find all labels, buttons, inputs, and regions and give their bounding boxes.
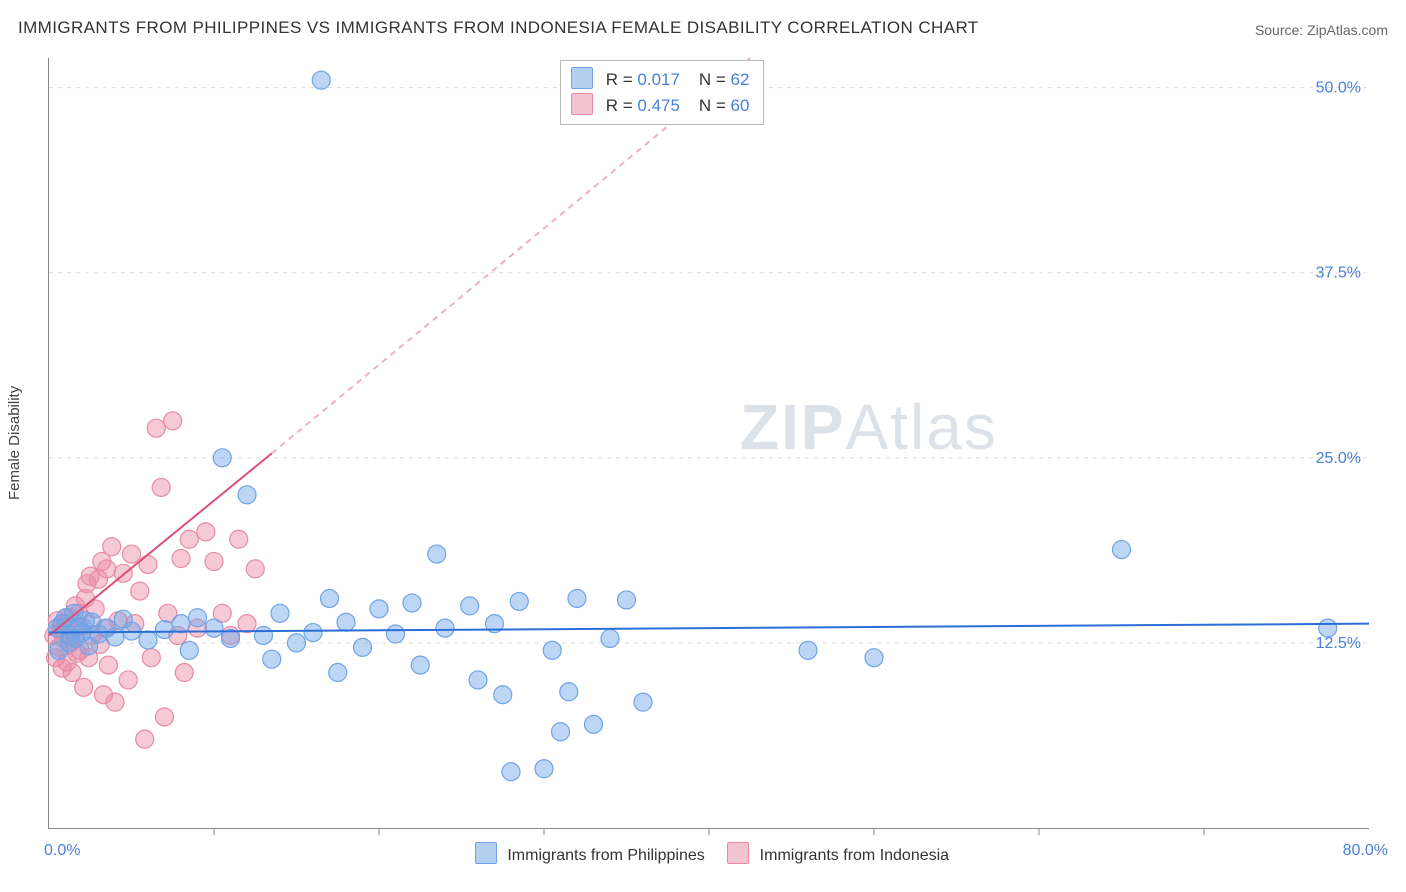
n-label: N =	[699, 96, 731, 115]
r-value-indonesia: 0.475	[637, 96, 680, 115]
plot-area: 12.5% 25.0% 37.5% 50.0%	[48, 58, 1369, 829]
legend-swatch-philippines-icon	[475, 842, 497, 864]
correlation-stat-box: R = 0.017 N = 62 R = 0.475 N = 60	[560, 60, 764, 125]
r-value-philippines: 0.017	[637, 70, 680, 89]
y-axis-label: Female Disability	[6, 386, 23, 500]
legend-swatch-indonesia-icon	[727, 842, 749, 864]
y-tick-label: 12.5%	[1316, 635, 1361, 652]
legend-label-indonesia: Immigrants from Indonesia	[760, 847, 949, 864]
r-label: R =	[606, 70, 638, 89]
chart-title: IMMIGRANTS FROM PHILIPPINES VS IMMIGRANT…	[18, 18, 979, 38]
n-value-indonesia: 60	[731, 96, 750, 115]
swatch-indonesia-icon	[571, 93, 593, 115]
y-tick-label: 50.0%	[1316, 80, 1361, 97]
n-label: N =	[699, 70, 731, 89]
watermark-bold: ZIP	[740, 391, 846, 463]
n-value-philippines: 62	[731, 70, 750, 89]
source-attribution: Source: ZipAtlas.com	[1255, 22, 1388, 38]
legend-label-philippines: Immigrants from Philippines	[507, 847, 704, 864]
watermark: ZIPAtlas	[740, 390, 998, 464]
r-label: R =	[606, 96, 638, 115]
stat-row-indonesia: R = 0.475 N = 60	[571, 93, 749, 119]
swatch-philippines-icon	[571, 67, 593, 89]
scatter-svg: 12.5% 25.0% 37.5% 50.0%	[49, 58, 1369, 828]
y-tick-label: 37.5%	[1316, 265, 1361, 282]
watermark-rest: Atlas	[846, 391, 998, 463]
legend-bottom: Immigrants from Philippines Immigrants f…	[0, 842, 1406, 865]
stat-row-philippines: R = 0.017 N = 62	[571, 67, 749, 93]
y-tick-label: 25.0%	[1316, 450, 1361, 467]
